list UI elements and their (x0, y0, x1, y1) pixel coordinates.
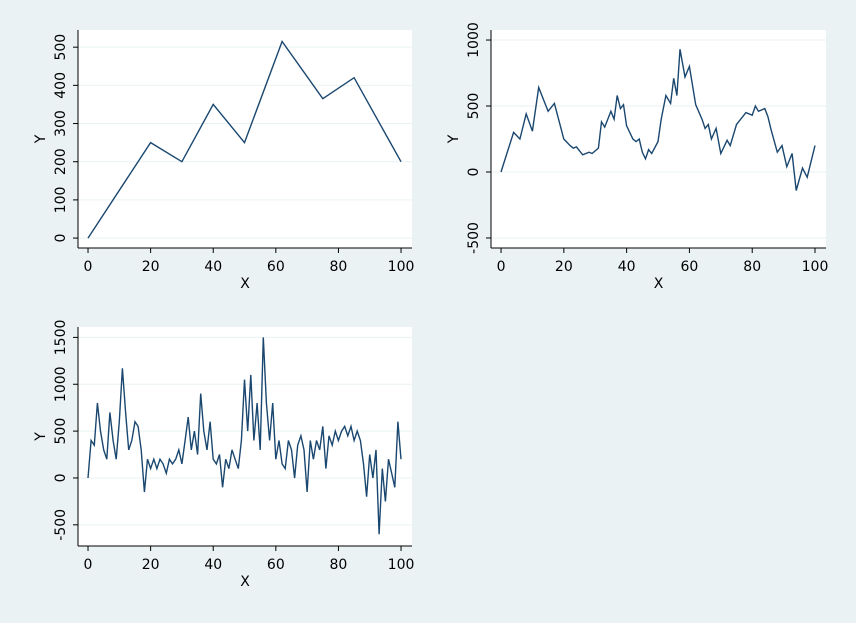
x-tick-label: 100 (388, 557, 415, 573)
x-axis-title: X (240, 574, 250, 590)
x-tick-label: 0 (84, 557, 93, 573)
x-tick-label: 40 (204, 557, 222, 573)
x-tick-label: 40 (618, 259, 636, 275)
x-tick-label: 20 (142, 259, 160, 275)
y-tick-label: 0 (53, 234, 69, 243)
x-tick-label: 100 (388, 259, 415, 275)
x-tick-label: 80 (743, 259, 761, 275)
plot-area (78, 327, 412, 546)
x-axis-title: X (240, 276, 250, 292)
y-tick-label: 0 (53, 474, 69, 483)
plot-area (78, 30, 412, 248)
y-tick-label: 500 (53, 34, 69, 61)
y-tick-label: 0 (466, 168, 482, 177)
y-tick-label: 1000 (53, 366, 69, 402)
line (87, 337, 402, 535)
y-tick-label: 1500 (53, 320, 69, 356)
y-tick-label: 500 (466, 93, 482, 120)
y-axis-title: Y (33, 134, 49, 144)
x-tick-label: 60 (267, 259, 285, 275)
x-tick-label: 80 (330, 557, 348, 573)
line (500, 49, 816, 191)
y-tick-label: 100 (53, 187, 69, 214)
y-tick-label: 300 (53, 110, 69, 137)
x-tick-label: 60 (681, 259, 699, 275)
line (87, 40, 402, 239)
x-tick-label: 40 (204, 259, 222, 275)
y-tick-label: -500 (53, 509, 69, 541)
x-tick-label: 20 (142, 557, 160, 573)
x-tick-label: 80 (330, 259, 348, 275)
x-tick-label: 60 (267, 557, 285, 573)
y-axis-title: Y (446, 134, 462, 144)
y-tick-label: 500 (53, 418, 69, 445)
x-axis-title: X (654, 276, 664, 292)
x-tick-label: 0 (497, 259, 506, 275)
x-tick-label: 100 (802, 259, 829, 275)
y-tick-label: 200 (53, 148, 69, 175)
x-tick-label: 0 (84, 259, 93, 275)
y-tick-label: -500 (466, 222, 482, 254)
y-axis-title: Y (33, 432, 49, 442)
y-tick-label: 400 (53, 72, 69, 99)
y-tick-label: 1000 (466, 22, 482, 58)
x-tick-label: 20 (555, 259, 573, 275)
